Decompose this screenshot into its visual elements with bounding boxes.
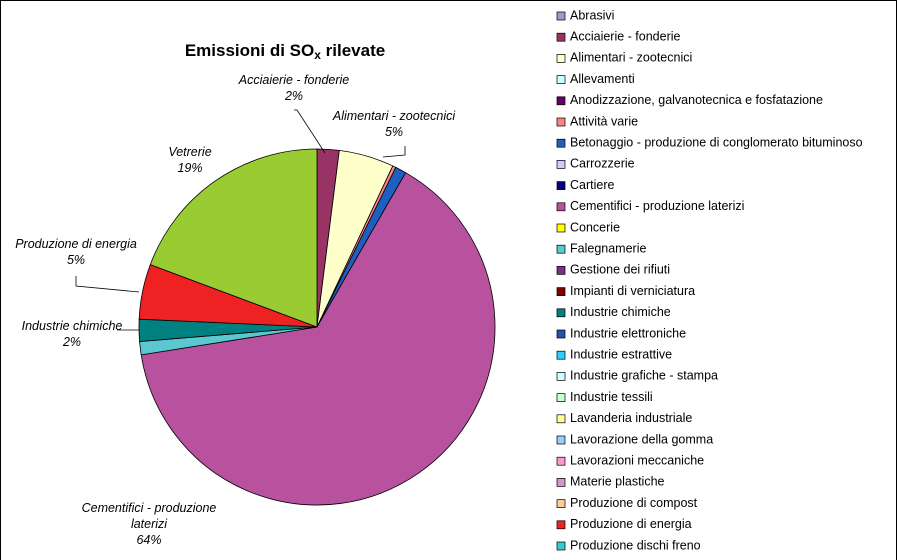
- data-label-category: Industrie chimiche: [21, 319, 123, 333]
- legend-swatch: [556, 202, 566, 212]
- legend-swatch: [556, 435, 566, 445]
- leader-line: [382, 146, 406, 158]
- legend-label: Acciaierie - fonderie: [570, 29, 681, 43]
- data-label: Cementifici - produzione laterizi 64%: [69, 500, 229, 548]
- legend-label: Produzione di energia: [570, 517, 692, 531]
- legend-label: Cartiere: [570, 178, 615, 192]
- legend-label: Industrie estrattive: [570, 347, 672, 361]
- title-part: Emissioni di SO: [185, 41, 314, 60]
- data-label: Vetrerie 19%: [168, 144, 211, 176]
- legend-swatch: [556, 32, 566, 42]
- legend-swatch: [556, 520, 566, 530]
- legend-swatch: [556, 499, 566, 508]
- data-label: Produzione di energia 5%: [15, 236, 137, 268]
- legend-label: Concerie: [570, 220, 620, 234]
- legend-label: Attività varie: [570, 114, 638, 128]
- legend-swatch: [556, 350, 566, 360]
- data-label-value: 5%: [384, 125, 404, 139]
- legend-swatch: [556, 75, 566, 84]
- data-label-category: Alimentari - zootecnici: [332, 109, 456, 123]
- legend-label: Lavanderia industriale: [570, 411, 692, 425]
- legend-swatch: [556, 541, 566, 551]
- legend-label: Anodizzazione, galvanotecnica e fosfataz…: [570, 93, 823, 107]
- legend-label: Falegnamerie: [570, 241, 646, 255]
- title-part: rilevate: [321, 41, 385, 60]
- leader-line: [294, 109, 326, 154]
- legend-label: Industrie elettroniche: [570, 326, 686, 340]
- legend-swatch: [556, 54, 566, 63]
- legend-swatch: [556, 138, 566, 148]
- legend-swatch: [556, 478, 566, 487]
- legend-label: Betonaggio - produzione di conglomerato …: [570, 135, 863, 149]
- data-label: Industrie chimiche 2%: [22, 318, 123, 350]
- data-label-value: 2%: [62, 335, 82, 349]
- legend-label: Materie plastiche: [570, 475, 665, 489]
- legend-swatch: [556, 117, 566, 127]
- legend-label: Alimentari - zootecnici: [570, 51, 692, 65]
- legend-swatch: [556, 287, 566, 296]
- data-label-value: 2%: [284, 89, 304, 103]
- legend-label: Abrasivi: [570, 8, 614, 22]
- legend-swatch: [556, 181, 566, 190]
- legend-swatch: [556, 96, 566, 106]
- legend-label: Carrozzerie: [570, 157, 635, 171]
- data-label-value: 64%: [136, 533, 162, 547]
- legend-swatch: [556, 414, 566, 424]
- data-label-category: Acciaierie - fonderie: [238, 73, 350, 87]
- legend-swatch: [556, 308, 566, 318]
- legend-label: Industrie grafiche - stampa: [570, 369, 718, 383]
- legend-label: Impianti di verniciatura: [570, 284, 695, 298]
- legend-label: Produzione dischi freno: [570, 538, 701, 552]
- legend-label: Industrie tessili: [570, 390, 653, 404]
- data-label-category: Cementifici - produzione laterizi: [81, 501, 217, 531]
- title-sub: x: [314, 48, 321, 62]
- legend-swatch: [556, 11, 566, 21]
- legend-swatch: [556, 372, 566, 381]
- data-label: Alimentari - zootecnici 5%: [333, 108, 455, 140]
- data-label-value: 5%: [66, 253, 86, 267]
- legend-label: Allevamenti: [570, 72, 635, 86]
- data-label: Acciaierie - fonderie 2%: [239, 72, 349, 104]
- data-label-category: Vetrerie: [168, 145, 212, 159]
- legend-label: Industrie chimiche: [570, 305, 671, 319]
- legend-label: Produzione di compost: [570, 496, 698, 510]
- data-label-category: Produzione di energia: [15, 237, 137, 251]
- legend-label: Cementifici - produzione laterizi: [570, 199, 744, 213]
- legend-label: Gestione dei rifiuti: [570, 263, 670, 277]
- data-label-value: 19%: [177, 161, 203, 175]
- legend-swatch: [556, 223, 566, 233]
- legend-swatch: [556, 244, 566, 254]
- legend-swatch: [556, 160, 566, 169]
- chart-title: Emissioni di SOx rilevate: [185, 41, 385, 62]
- leader-line: [75, 276, 140, 293]
- legend-swatch: [556, 266, 566, 275]
- legend-label: Lavorazioni meccaniche: [570, 453, 704, 467]
- legend-swatch: [556, 456, 566, 466]
- pie-slice: [149, 148, 318, 328]
- legend-swatch: [556, 393, 566, 402]
- legend-label: Lavorazione della gomma: [570, 432, 713, 446]
- legend-swatch: [556, 329, 566, 339]
- pie-slice: [140, 172, 496, 506]
